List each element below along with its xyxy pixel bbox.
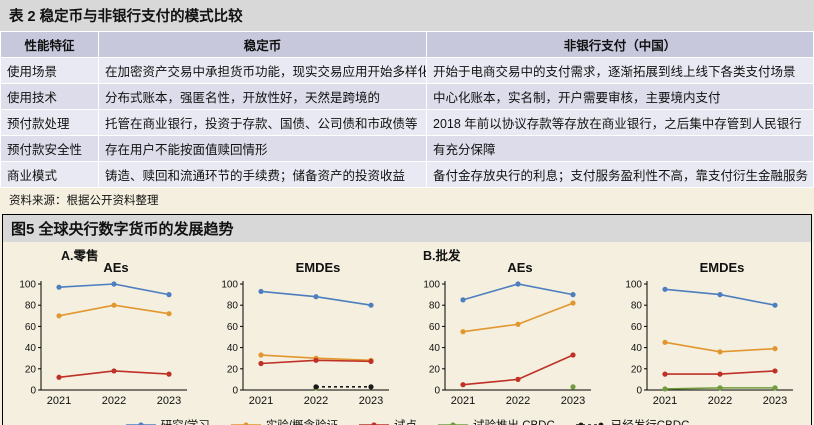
comparison-table-section: 表 2 稳定币与非银行支付的模式比较 性能特征 稳定币 非银行支付（中国） 使用场景… (0, 0, 814, 212)
row-value: 备付金存放央行的利息；支付服务盈利性不高，靠支付衍生金融服务 (426, 161, 814, 188)
chart-title: EMDEs (699, 260, 745, 275)
table-row: 预付款处理 托管在商业银行，投资于存款、国债、公司债和市政债等 2018 年前以协议… (0, 109, 814, 136)
legend-item: 已经发行CBDC (575, 417, 690, 425)
svg-text:0: 0 (434, 386, 440, 397)
table-row: 使用场景 在加密资产交易中承担货币功能，现实交易应用开始多样化 开始于电商交易中的支… (0, 57, 814, 84)
svg-text:2023: 2023 (561, 395, 585, 407)
chart-block-4-emdes: EMDEs 0 20 40 60 80 100 2021 2022 2023 (617, 260, 803, 415)
table-column-header: 性能特征 (0, 31, 99, 58)
table-source: 资料来源：根据公开资料整理 (9, 195, 159, 207)
table-title: 表 2 稳定币与非银行支付的模式比较 (0, 0, 814, 31)
comparison-table: 性能特征 稳定币 非银行支付（中国） 使用场景 在加密资产交易中承担货币功能，现实交易… (0, 31, 814, 188)
svg-text:40: 40 (227, 343, 239, 354)
legend-label: 试验推出 CBDC (473, 417, 555, 425)
svg-text:2023: 2023 (359, 395, 383, 407)
svg-text:100: 100 (423, 280, 440, 291)
svg-text:2022: 2022 (708, 395, 732, 407)
svg-text:40: 40 (25, 343, 37, 354)
svg-text:60: 60 (429, 322, 441, 333)
legend-item: 试点 (358, 417, 417, 425)
charts-area: A.零售 B.批发 AEs 0 20 40 60 80 100 2021 2022 2023 EMD… (3, 242, 811, 415)
svg-text:40: 40 (429, 343, 441, 354)
line-chart: 0 20 40 60 80 100 2021 2022 2023 (221, 280, 389, 407)
table-row: 商业模式 铸造、赎回和流通环节的手续费；储备资产的投资收益 备付金存放央行的利息；支… (0, 161, 814, 188)
row-feature-label: 使用场景 (0, 57, 99, 84)
svg-text:80: 80 (429, 301, 441, 312)
legend-item: 试验推出 CBDC (437, 417, 555, 425)
svg-text:20: 20 (429, 364, 441, 375)
table-column-header: 稳定币 (98, 31, 427, 58)
row-value: 托管在商业银行，投资于存款、国债、公司债和市政债等 (98, 109, 427, 136)
svg-text:80: 80 (631, 301, 643, 312)
chart-block-1-aes: AEs 0 20 40 60 80 100 2021 2022 2023 (11, 260, 197, 415)
line-chart: 0 20 40 60 80 100 2021 2022 2023 (19, 280, 187, 407)
svg-text:60: 60 (25, 322, 37, 333)
line-chart: 0 20 40 60 80 100 2021 2022 2023 (625, 280, 793, 407)
svg-text:60: 60 (631, 322, 643, 333)
legend-marker-icon (575, 422, 606, 425)
legend-marker-icon (359, 422, 390, 425)
svg-text:2022: 2022 (506, 395, 530, 407)
row-value: 铸造、赎回和流通环节的手续费；储备资产的投资收益 (98, 161, 427, 188)
table-header-row: 性能特征 稳定币 非银行支付（中国） (0, 31, 814, 58)
table-column-header: 非银行支付（中国） (426, 31, 814, 58)
svg-text:2022: 2022 (304, 395, 328, 407)
legend-label: 研究/学习 (161, 417, 210, 425)
legend-label: 实验/概念验证 (266, 417, 338, 425)
svg-text:2021: 2021 (47, 395, 71, 407)
legend-marker-icon (125, 422, 156, 425)
svg-text:2023: 2023 (763, 395, 787, 407)
svg-text:0: 0 (232, 386, 238, 397)
chart-block-2-emdes: EMDEs 0 20 40 60 80 100 2021 2022 2023 (213, 260, 399, 415)
row-feature-label: 预付款处理 (0, 109, 99, 136)
legend-marker-icon (438, 422, 469, 425)
svg-text:2023: 2023 (157, 395, 181, 407)
row-feature-label: 使用技术 (0, 83, 99, 110)
legend-item: 实验/概念验证 (230, 417, 338, 425)
svg-text:0: 0 (30, 386, 36, 397)
row-feature-label: 预付款安全性 (0, 135, 99, 162)
group-a-label: A.零售 (61, 249, 99, 263)
svg-text:2021: 2021 (249, 395, 273, 407)
figure-title: 图5 全球央行数字货币的发展趋势 (3, 215, 811, 242)
table-row: 使用技术 分布式账本，强匿名性，开放性好，天然是跨境的 中心化账本，实名制，开户需要… (0, 83, 814, 110)
figure-panel: 图5 全球央行数字货币的发展趋势 A.零售 B.批发 AEs 0 20 40 60 80 1… (2, 214, 812, 425)
table-row: 预付款安全性 存在用户不能按面值赎回情形 有充分保障 (0, 135, 814, 162)
chart-title: EMDEs (295, 260, 341, 275)
row-value: 开始于电商交易中的支付需求，逐渐拓展到线上线下各类支付场景 (426, 57, 814, 84)
chart-title: AEs (507, 260, 533, 275)
svg-text:40: 40 (631, 343, 643, 354)
svg-text:60: 60 (227, 322, 239, 333)
svg-text:100: 100 (625, 280, 642, 291)
row-value: 在加密资产交易中承担货币功能，现实交易应用开始多样化 (98, 57, 427, 84)
chart-block-3-aes: AEs 0 20 40 60 80 100 2021 2022 2023 (415, 260, 601, 415)
legend-label: 试点 (394, 417, 417, 425)
charts-row: AEs 0 20 40 60 80 100 2021 2022 2023 EMDEs 0 20 40 60 8… (11, 260, 803, 415)
svg-text:20: 20 (25, 364, 37, 375)
chart-title: AEs (103, 260, 129, 275)
svg-text:80: 80 (227, 301, 239, 312)
legend-label: 已经发行CBDC (611, 417, 690, 425)
svg-text:2021: 2021 (451, 395, 475, 407)
svg-text:20: 20 (631, 364, 643, 375)
svg-text:0: 0 (636, 386, 642, 397)
svg-text:100: 100 (221, 280, 238, 291)
svg-text:20: 20 (227, 364, 239, 375)
row-value: 有充分保障 (426, 135, 814, 162)
row-value: 分布式账本，强匿名性，开放性好，天然是跨境的 (98, 83, 427, 110)
chart-legend: 研究/学习 实验/概念验证 试点 试验推出 CBDC 已经发行CBDC (3, 415, 811, 425)
legend-marker-icon (230, 422, 261, 425)
svg-text:2022: 2022 (102, 395, 126, 407)
svg-text:100: 100 (19, 280, 36, 291)
svg-text:2021: 2021 (653, 395, 677, 407)
svg-text:80: 80 (25, 301, 37, 312)
group-b-label: B.批发 (423, 249, 461, 263)
row-value: 存在用户不能按面值赎回情形 (98, 135, 427, 162)
legend-item: 研究/学习 (125, 417, 210, 425)
row-feature-label: 商业模式 (0, 161, 99, 188)
row-value: 中心化账本，实名制，开户需要审核，主要境内支付 (426, 83, 814, 110)
line-chart: 0 20 40 60 80 100 2021 2022 2023 (423, 280, 591, 407)
row-value: 2018 年前以协议存款等存放在商业银行，之后集中存管到人民银行 (426, 109, 814, 136)
